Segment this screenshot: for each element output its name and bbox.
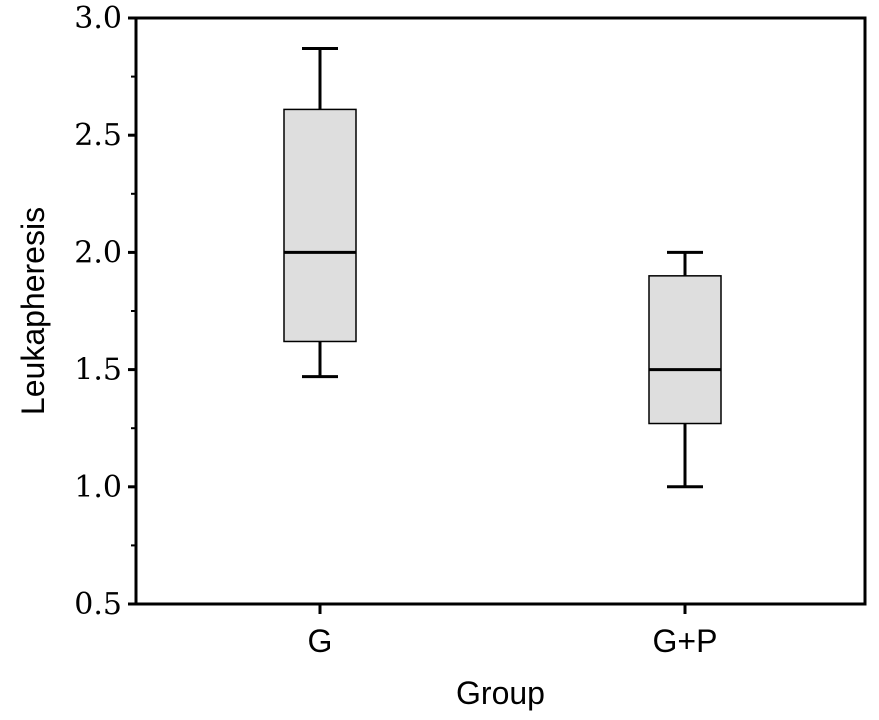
iqr-box — [648, 275, 722, 425]
y-tick-label: 2.0 — [74, 235, 122, 270]
y-axis-title: Leukapheresis — [15, 207, 51, 415]
box-g — [283, 46, 357, 379]
y-tick-label: 0.5 — [74, 587, 122, 622]
x-tick-label: G+P — [653, 623, 718, 659]
x-tick-label: G — [308, 623, 333, 659]
iqr-box — [283, 108, 357, 343]
x-axis: G G+P — [308, 604, 718, 659]
y-tick-label: 1.5 — [74, 353, 122, 388]
box-g-plus-p — [648, 250, 722, 489]
plot-marks — [283, 46, 722, 489]
y-axis: 0.5 1.0 1.5 2.0 2.5 3.0 — [74, 1, 136, 622]
x-axis-title: Group — [456, 675, 545, 711]
y-tick-label: 3.0 — [74, 1, 122, 36]
y-tick-label: 1.0 — [74, 470, 122, 505]
plot-frame — [134, 16, 867, 606]
y-tick-label: 2.5 — [74, 118, 122, 153]
